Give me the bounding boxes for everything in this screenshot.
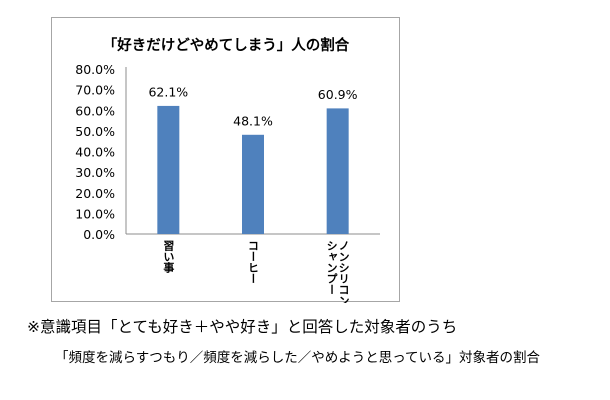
y-tick-label: 30.0% <box>75 165 115 180</box>
category-label: 習い事 <box>162 240 175 274</box>
bar <box>242 134 264 234</box>
category-label: ノンシリコン <box>337 240 350 303</box>
y-tick-label: 80.0% <box>75 62 115 77</box>
category-label: シャンプー <box>325 240 338 295</box>
y-tick-label: 40.0% <box>75 145 115 160</box>
y-tick-label: 60.0% <box>75 103 115 118</box>
data-label: 48.1% <box>233 114 273 129</box>
bar-chart: 「好きだけどやめてしまう」人の割合 0.0% 10.0% 20.0% 30.0% 40.0… <box>75 36 380 303</box>
data-label: 60.9% <box>318 87 358 102</box>
y-tick-label: 70.0% <box>75 83 115 98</box>
chart-frame: 「好きだけどやめてしまう」人の割合 0.0% 10.0% 20.0% 30.0% 40.0… <box>51 17 400 303</box>
bar <box>157 105 180 234</box>
y-tick-label: 20.0% <box>75 186 115 201</box>
category-label: コーヒー <box>247 240 260 284</box>
y-tick-label: 0.0% <box>83 227 115 242</box>
footnote-frequency-definition: 「頻度を減らすつもり／頻度を減らした／やめようと思っている」対象者の割合 <box>55 350 541 366</box>
bar <box>326 108 349 234</box>
y-tick-label: 50.0% <box>75 124 115 139</box>
footnote-respondent-condition: ※意識項目「とても好き＋やや好き」と回答した対象者のうち <box>27 318 458 336</box>
y-tick-label: 10.0% <box>75 206 115 221</box>
data-label: 62.1% <box>148 85 188 100</box>
chart-title: 「好きだけどやめてしまう」人の割合 <box>103 36 350 54</box>
